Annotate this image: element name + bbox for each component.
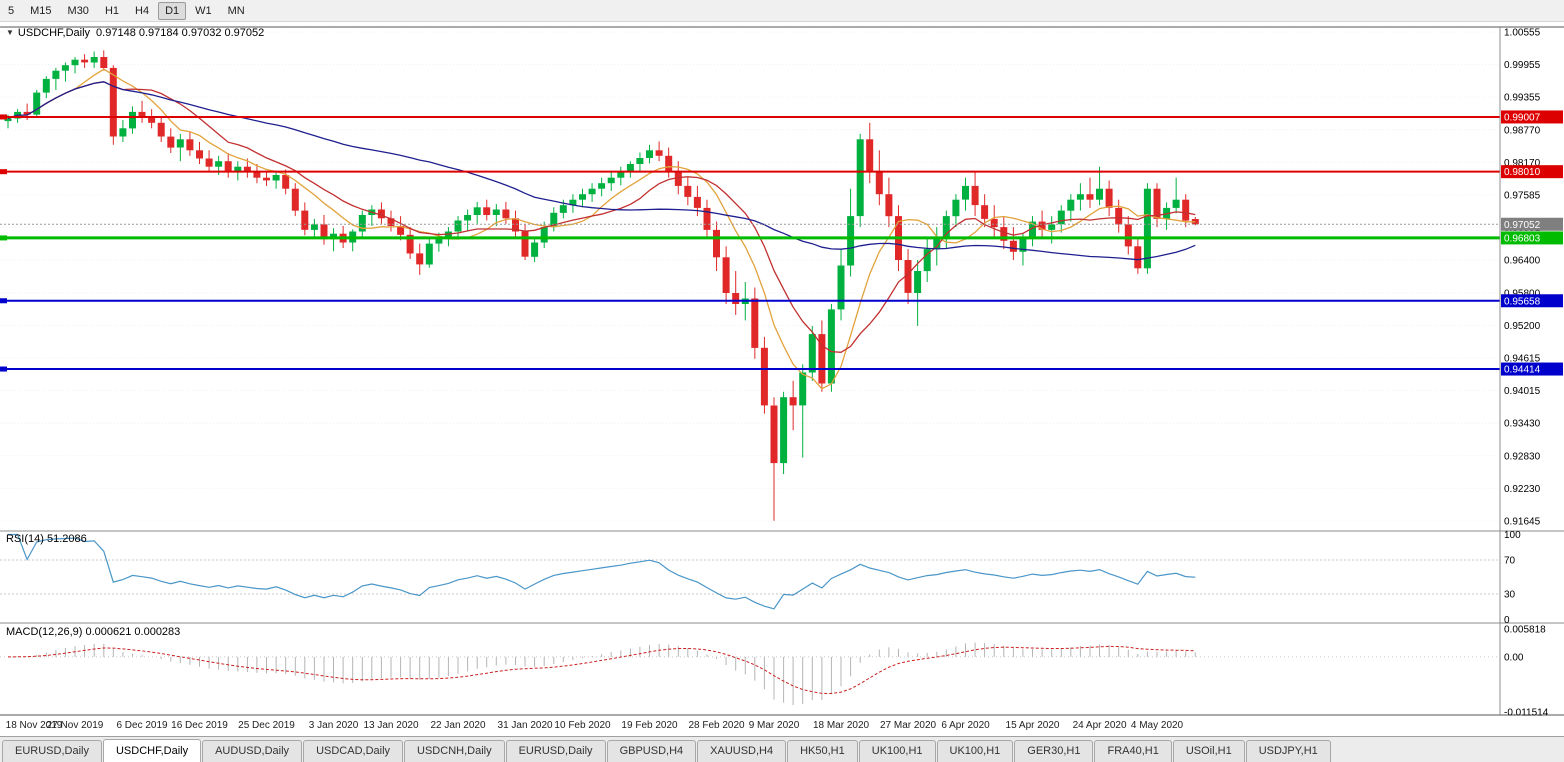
svg-text:30: 30 <box>1504 590 1516 601</box>
date-label: 27 Mar 2020 <box>879 720 937 731</box>
svg-text:0.99355: 0.99355 <box>1504 93 1541 104</box>
svg-text:0.98010: 0.98010 <box>1504 167 1541 178</box>
svg-text:0.99955: 0.99955 <box>1504 60 1541 71</box>
date-label: 15 Apr 2020 <box>1005 720 1060 731</box>
svg-text:0.95200: 0.95200 <box>1504 321 1541 332</box>
svg-text:0.99007: 0.99007 <box>1504 112 1541 123</box>
chart-tab-EURUSD-Daily[interactable]: EURUSD,Daily <box>505 740 606 762</box>
chart-tab-HK50-H1[interactable]: HK50,H1 <box>787 740 858 762</box>
hline-price-box <box>1501 231 1563 245</box>
chart-tab-USOil-H1[interactable]: USOil,H1 <box>1172 740 1245 762</box>
date-label: 18 Nov 2019 <box>5 720 63 731</box>
svg-text:-0.011514: -0.011514 <box>1504 708 1549 717</box>
chart-tab-EURUSD-Daily[interactable]: EURUSD,Daily <box>2 740 102 762</box>
ma-line-13 <box>7 81 1196 353</box>
svg-text:0.98170: 0.98170 <box>1504 158 1541 169</box>
svg-text:0.94615: 0.94615 <box>1504 354 1541 365</box>
svg-text:0.95800: 0.95800 <box>1504 288 1541 299</box>
svg-text:0.97052: 0.97052 <box>1504 220 1541 231</box>
date-label: 22 Jan 2020 <box>430 720 486 731</box>
svg-text:100: 100 <box>1504 530 1521 541</box>
date-label: 3 Jan 2020 <box>308 720 359 731</box>
chart-tab-GER30-H1[interactable]: GER30,H1 <box>1014 740 1094 762</box>
date-label: 4 May 2020 <box>1130 720 1184 731</box>
date-label: 13 Jan 2020 <box>363 720 419 731</box>
macd-signal-line <box>7 645 1196 695</box>
timeframe-button-M15[interactable]: M15 <box>30 4 52 17</box>
svg-text:0.93430: 0.93430 <box>1504 419 1541 430</box>
chevron-down-icon[interactable]: ▼ <box>6 28 14 37</box>
timeframe-button-W1[interactable]: W1 <box>195 4 212 17</box>
chart-tabs-bar: EURUSD,Daily USDCHF,Daily AUDUSD,Daily USDC… <box>0 736 1564 762</box>
date-label: 19 Feb 2020 <box>621 720 678 731</box>
svg-text:0.97585: 0.97585 <box>1504 191 1541 202</box>
ma-line-8 <box>7 68 1196 390</box>
chart-tab-UK100-H1[interactable]: UK100,H1 <box>858 740 936 762</box>
svg-text:0.96400: 0.96400 <box>1504 256 1541 267</box>
svg-text:0: 0 <box>1504 615 1510 626</box>
timeframe-button-H1[interactable]: H1 <box>104 4 119 17</box>
svg-text:0.00: 0.00 <box>1504 652 1524 663</box>
chart-canvas[interactable]: 1.00555 0.99955 0.99355 0.98770 0.98170 0.975… <box>0 22 1564 716</box>
svg-text:0.92830: 0.92830 <box>1504 451 1541 462</box>
svg-text:0.98770: 0.98770 <box>1504 125 1541 136</box>
chart-tab-GBPUSD-H4[interactable]: GBPUSD,H4 <box>606 740 697 762</box>
timeframe-button-MN[interactable]: MN <box>227 4 245 17</box>
ma-line-45 <box>7 81 1196 261</box>
timeframe-toolbar: 5 M15 M30 H1 H4 D1 W1 MN <box>0 0 1564 22</box>
chart-tab-USDCAD-Daily[interactable]: USDCAD,Daily <box>303 740 404 762</box>
timeframe-button-M30[interactable]: M30 <box>67 4 89 17</box>
svg-text:0.92230: 0.92230 <box>1504 484 1541 495</box>
chart-tab-FRA40-H1[interactable]: FRA40,H1 <box>1094 740 1172 762</box>
date-label: 27 Nov 2019 <box>46 720 104 731</box>
date-label: 28 Feb 2020 <box>688 720 745 731</box>
timeframe-button-5[interactable]: 5 <box>8 4 15 17</box>
date-label: 24 Apr 2020 <box>1072 720 1127 731</box>
svg-text:0.005818: 0.005818 <box>1504 625 1546 636</box>
date-label: 25 Dec 2019 <box>238 720 295 731</box>
current-price-box <box>1501 217 1563 231</box>
hline-price-box <box>1501 362 1563 376</box>
macd-indicator-label: MACD(12,26,9) 0.000621 0.000283 <box>6 626 181 638</box>
svg-text:0.95658: 0.95658 <box>1504 296 1541 307</box>
chart-tab-USDCNH-Daily[interactable]: USDCNH,Daily <box>404 740 505 762</box>
chart-tab-AUDUSD-Daily[interactable]: AUDUSD,Daily <box>202 740 303 762</box>
rsi-line <box>8 533 1196 610</box>
date-label: 16 Dec 2019 <box>171 720 228 731</box>
svg-text:0.94015: 0.94015 <box>1504 386 1541 397</box>
hline-price-box <box>1501 165 1563 179</box>
date-axis[interactable]: 18 Nov 2019 27 Nov 2019 6 Dec 2019 16 Dec 2… <box>0 716 1564 736</box>
svg-text:0.91645: 0.91645 <box>1504 517 1541 528</box>
date-label: 31 Jan 2020 <box>497 720 553 731</box>
svg-text:0.94414: 0.94414 <box>1504 365 1541 376</box>
timeframe-button-H4[interactable]: H4 <box>135 4 150 17</box>
date-label: 9 Mar 2020 <box>748 720 800 731</box>
chart-tab-USDJPY-H1[interactable]: USDJPY,H1 <box>1245 740 1331 762</box>
ohlc-values: 0.97148 0.97184 0.97032 0.97052 <box>96 27 265 39</box>
hline-price-box <box>1501 294 1563 308</box>
chart-tab-XAUUSD-H4[interactable]: XAUUSD,H4 <box>697 740 787 762</box>
date-label: 10 Feb 2020 <box>554 720 611 731</box>
date-label: 6 Apr 2020 <box>941 720 990 731</box>
chart-tab-USDCHF-Daily[interactable]: USDCHF,Daily <box>102 739 202 762</box>
symbol-name: USDCHF,Daily <box>17 27 91 39</box>
chart-symbol-label: ▼ USDCHF,Daily 0.97148 0.97184 0.97032 0.9… <box>6 27 264 39</box>
date-label: 6 Dec 2019 <box>116 720 168 731</box>
rsi-indicator-label: RSI(14) 51.2086 <box>6 533 87 545</box>
svg-text:1.00555: 1.00555 <box>1504 28 1541 39</box>
svg-text:0.96803: 0.96803 <box>1504 233 1541 244</box>
chart-tab-UK100-H1[interactable]: UK100,H1 <box>936 740 1014 762</box>
hline-price-box <box>1501 110 1563 124</box>
timeframe-button-D1[interactable]: D1 <box>158 1 187 20</box>
svg-text:70: 70 <box>1504 556 1516 567</box>
date-label: 18 Mar 2020 <box>812 720 870 731</box>
